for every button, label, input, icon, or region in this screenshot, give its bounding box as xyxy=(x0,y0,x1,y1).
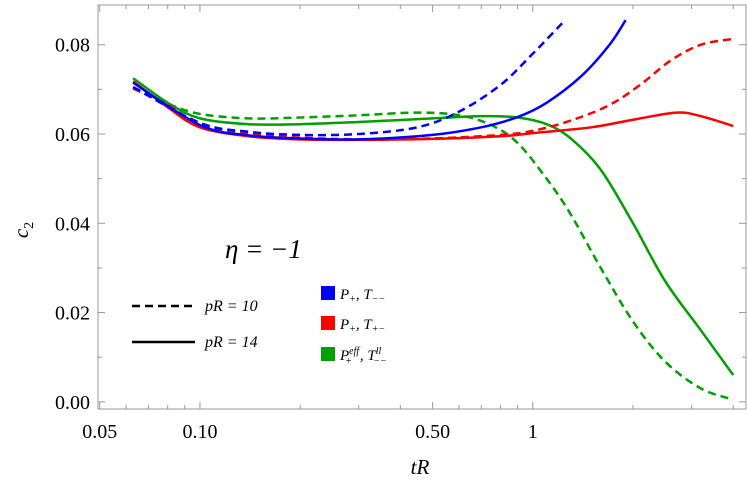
eta-annotation: η = −1 xyxy=(225,234,302,264)
legend-swatch-green xyxy=(321,347,335,361)
series-line-solid xyxy=(132,77,735,376)
y-tick-label: 0.00 xyxy=(55,392,90,414)
plot-border xyxy=(97,4,747,410)
y-tick-label: 0.08 xyxy=(55,35,90,57)
legend-pr14: pR = 14 xyxy=(204,334,258,351)
y-tick-label: 0.06 xyxy=(55,124,90,146)
style-legend: pR = 10 pR = 14 xyxy=(132,298,258,351)
x-tick-label: 0.10 xyxy=(182,421,217,443)
series-line-solid xyxy=(132,19,627,141)
x-tick-label: 0.05 xyxy=(82,421,117,443)
series-group xyxy=(132,19,735,401)
y-tick-label: 0.04 xyxy=(55,213,90,235)
axis-ticks: 0.05 0.10 0.50 1 0.00 0.02 0.04 0.06 0.08 xyxy=(55,5,746,443)
legend-swatch-blue xyxy=(321,286,335,300)
series-line-dashed xyxy=(132,19,566,137)
legend-blue-label: P+, T−− xyxy=(339,287,385,305)
x-tick-label: 1 xyxy=(528,421,538,443)
series-line-dashed xyxy=(132,37,734,141)
x-tick-label: 0.50 xyxy=(415,421,450,443)
legend-swatch-red xyxy=(321,316,335,330)
legend-pr10: pR = 10 xyxy=(204,298,258,315)
y-tick-label: 0.02 xyxy=(55,303,90,325)
legend-red-label: P+, T+− xyxy=(339,317,385,335)
x-axis-label: tR xyxy=(411,455,430,479)
plot-frame xyxy=(97,4,747,410)
legend-green-label: Peff +, Tll −− xyxy=(339,346,387,367)
color-legend: P+, T−− P+, T+− Peff +, Tll −− xyxy=(321,286,387,367)
y-axis-label: c2 xyxy=(9,222,37,238)
